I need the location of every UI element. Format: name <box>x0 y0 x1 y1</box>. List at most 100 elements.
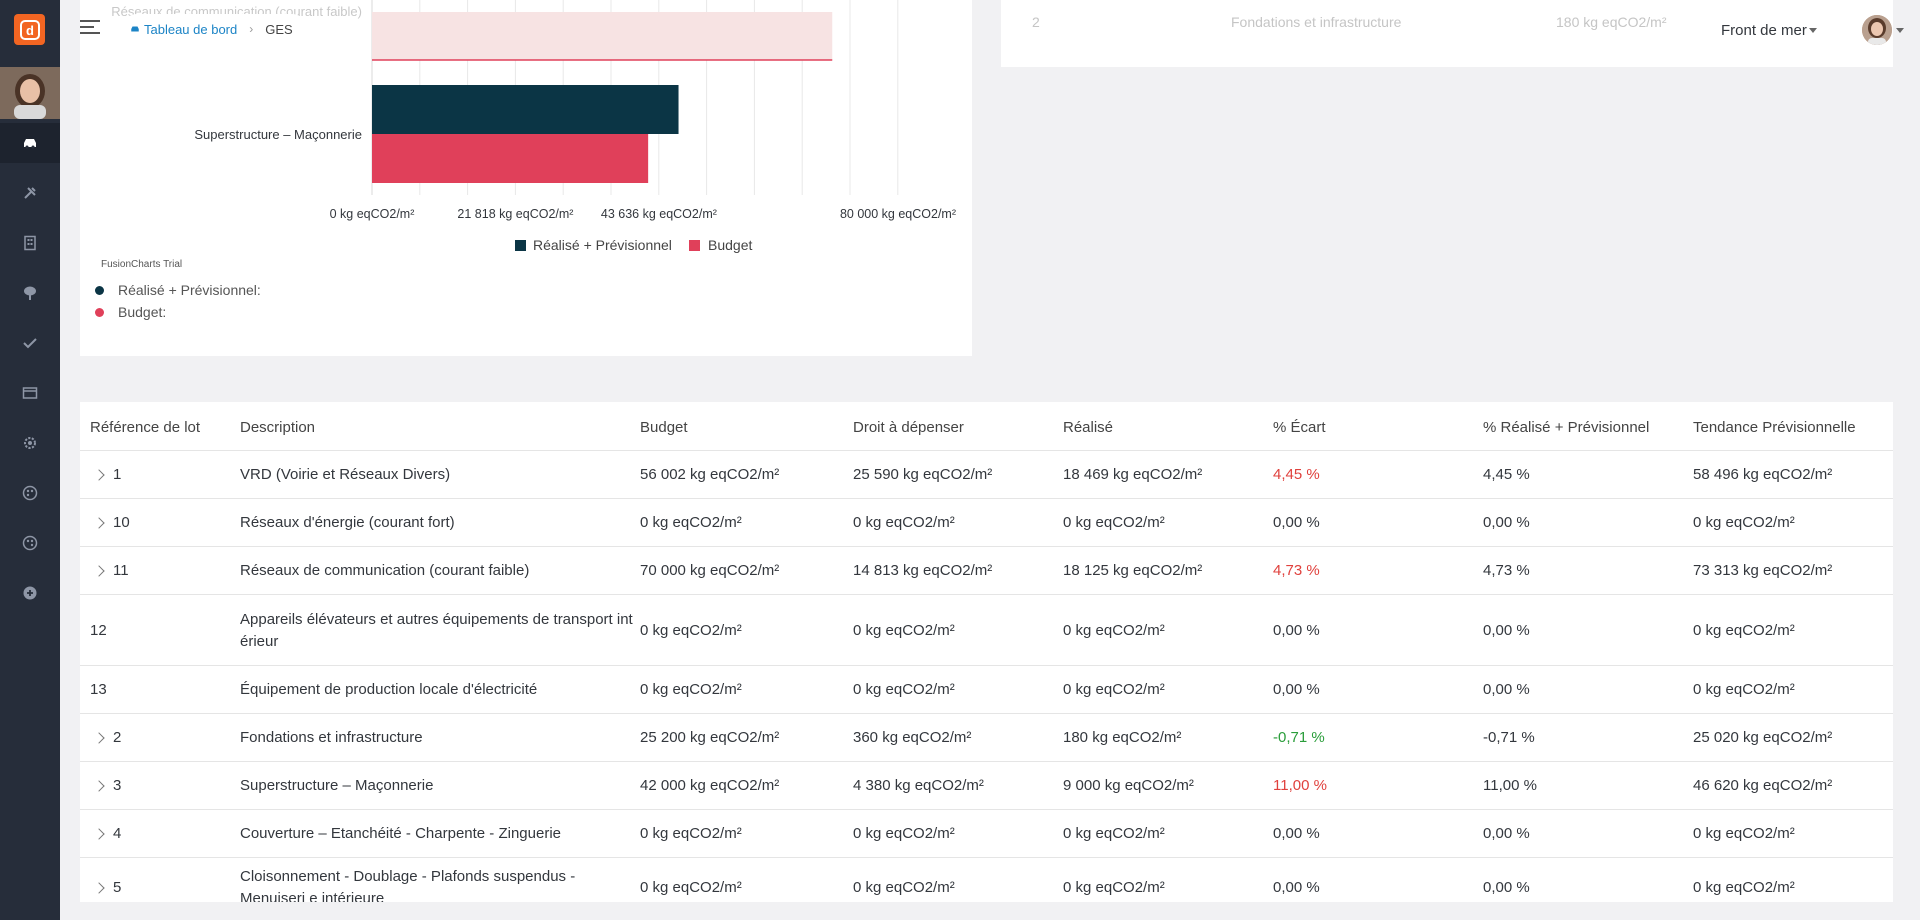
table-row[interactable]: 1 VRD (Voirie et Réseaux Divers) 56 002 kg… <box>80 451 1893 499</box>
cell-ref: 5 <box>113 879 122 896</box>
chevron-right-icon[interactable] <box>93 469 105 481</box>
chevron-right-icon[interactable] <box>93 565 105 577</box>
sidebar-user-avatar[interactable] <box>0 67 60 119</box>
project-select[interactable]: Front de mer <box>1710 14 1827 47</box>
building-icon <box>24 235 36 251</box>
table-row[interactable]: 5 Cloisonnement - Doublage - Plafonds sus… <box>80 858 1893 902</box>
cell-ecart: 0,00 % <box>1273 681 1320 698</box>
col-description[interactable]: Description <box>240 419 316 436</box>
lot-description: Fondations et infrastructure <box>1231 14 1402 30</box>
table-row[interactable]: 12 Appareils élévateurs et autres équipem… <box>80 595 1893 666</box>
cell-droit: 0 kg eqCO2/m² <box>853 825 955 842</box>
cell-ref: 3 <box>113 777 122 794</box>
chevron-right-icon[interactable] <box>93 882 105 894</box>
col-ecart[interactable]: % Écart <box>1273 419 1326 436</box>
cell-pct: 11,00 % <box>1483 777 1537 794</box>
chevron-right-icon: › <box>249 22 254 36</box>
car-icon <box>131 26 139 32</box>
col-pct[interactable]: % Réalisé + Prévisionnel <box>1483 419 1650 436</box>
x-tick-label: 43 636 kg eqCO2/m² <box>601 207 717 221</box>
table-row[interactable]: 10 Réseaux d'énergie (courant fort) 0 kg e… <box>80 499 1893 547</box>
sidebar-item-building[interactable] <box>0 223 60 263</box>
cell-description: VRD (Voirie et Réseaux Divers) <box>240 466 451 483</box>
chart-summary: Réalisé + Prévisionnel: Budget: <box>95 279 261 323</box>
col-realise[interactable]: Réalisé <box>1063 419 1114 436</box>
chevron-right-icon[interactable] <box>93 732 105 744</box>
sidebar-item-tools[interactable] <box>0 173 60 213</box>
table-row[interactable]: 3 Superstructure – Maçonnerie 42 000 kg eq… <box>80 762 1893 810</box>
cell-pct: 4,73 % <box>1483 562 1530 579</box>
table-header: Référence de lot Description Budget Droi… <box>80 402 1893 451</box>
cell-realise: 0 kg eqCO2/m² <box>1063 514 1165 531</box>
col-ref[interactable]: Référence de lot <box>90 419 201 436</box>
user-avatar[interactable] <box>1862 15 1892 45</box>
col-droit[interactable]: Droit à dépenser <box>853 419 964 436</box>
cell-pct: -0,71 % <box>1483 729 1535 746</box>
cell-droit: 360 kg eqCO2/m² <box>853 729 972 746</box>
breadcrumb-current: GES <box>265 21 293 37</box>
x-tick-label: 80 000 kg eqCO2/m² <box>840 207 956 221</box>
col-budget[interactable]: Budget <box>640 419 688 436</box>
cell-ecart: 0,00 % <box>1273 879 1320 896</box>
breadcrumb-dashboard-link[interactable]: Tableau de bord <box>130 22 237 37</box>
sidebar-item-palette[interactable] <box>0 473 60 513</box>
app-logo[interactable]: d <box>14 14 45 45</box>
x-tick-label: 21 818 kg eqCO2/m² <box>457 207 573 221</box>
sidebar-item-palette-2[interactable] <box>0 523 60 563</box>
sidebar-item-dashboard[interactable] <box>0 123 60 163</box>
cell-realise: 9 000 kg eqCO2/m² <box>1063 777 1194 794</box>
bar-budget-0 <box>372 12 833 60</box>
budget-dot <box>95 307 104 317</box>
bar-realise-1 <box>372 85 679 134</box>
cell-budget: 0 kg eqCO2/m² <box>640 514 742 531</box>
cell-description: Superstructure – Maçonnerie <box>240 777 434 794</box>
cell-description: Réseaux d'énergie (courant fort) <box>240 514 455 531</box>
user-menu-caret-icon[interactable] <box>1896 28 1904 33</box>
chevron-right-icon[interactable] <box>93 828 105 840</box>
cell-ecart: 0,00 % <box>1273 514 1320 531</box>
cell-ref: 13 <box>90 681 107 698</box>
menu-toggle-button[interactable] <box>80 18 102 36</box>
cell-droit: 0 kg eqCO2/m² <box>853 621 955 639</box>
breadcrumb: Tableau de bord › GES <box>122 14 307 44</box>
cell-description: Couverture – Etanchéité - Charpente - Zi… <box>240 825 562 842</box>
sidebar-item-tasks[interactable] <box>0 323 60 363</box>
cell-realise: 0 kg eqCO2/m² <box>1063 621 1165 639</box>
cell-ref: 1 <box>113 466 122 483</box>
cell-budget: 0 kg eqCO2/m² <box>640 681 742 698</box>
table-row[interactable]: 4 Couverture – Etanchéité - Charpente - Z… <box>80 810 1893 858</box>
cell-description: Réseaux de communication (courant faible… <box>240 562 530 579</box>
cell-realise: 0 kg eqCO2/m² <box>1063 681 1165 698</box>
cell-ecart: 4,45 % <box>1273 466 1320 483</box>
cell-ecart: 0,00 % <box>1273 621 1320 639</box>
legend-label-realise: Réalisé + Prévisionnel <box>533 237 672 253</box>
summary-realise-label: Réalisé + Prévisionnel: <box>118 282 261 298</box>
cell-budget: 25 200 kg eqCO2/m² <box>640 729 780 746</box>
table-row[interactable]: 2 Fondations et infrastructure 25 200 kg e… <box>80 714 1893 762</box>
cell-budget: 42 000 kg eqCO2/m² <box>640 777 780 794</box>
cell-droit: 0 kg eqCO2/m² <box>853 681 955 698</box>
cell-realise: 0 kg eqCO2/m² <box>1063 879 1165 896</box>
cell-ref: 10 <box>113 514 130 531</box>
sidebar-item-add[interactable] <box>0 573 60 613</box>
legend-swatch-realise <box>515 240 526 251</box>
car-icon <box>24 139 36 149</box>
cell-tendance: 46 620 kg eqCO2/m² <box>1693 777 1833 794</box>
chart-watermark: FusionCharts Trial <box>101 259 183 270</box>
category-label-1: Superstructure – Maçonnerie <box>194 127 362 142</box>
cell-budget: 0 kg eqCO2/m² <box>640 621 742 639</box>
project-select-value: Front de mer <box>1721 22 1807 39</box>
cell-realise: 180 kg eqCO2/m² <box>1063 729 1182 746</box>
chevron-right-icon[interactable] <box>93 517 105 529</box>
sidebar-item-settings[interactable] <box>0 423 60 463</box>
chevron-right-icon[interactable] <box>93 780 105 792</box>
cell-tendance: 0 kg eqCO2/m² <box>1693 514 1795 531</box>
sidebar-item-documents[interactable] <box>0 373 60 413</box>
table-row[interactable]: 13 Équipement de production locale d'élec… <box>80 666 1893 714</box>
cell-budget: 70 000 kg eqCO2/m² <box>640 562 780 579</box>
sidebar-item-tree[interactable] <box>0 273 60 313</box>
cell-ecart: 11,00 % <box>1273 777 1327 794</box>
cell-realise: 0 kg eqCO2/m² <box>1063 825 1165 842</box>
col-tendance[interactable]: Tendance Prévisionnelle <box>1693 419 1856 436</box>
table-row[interactable]: 11 Réseaux de communication (courant faib… <box>80 547 1893 595</box>
